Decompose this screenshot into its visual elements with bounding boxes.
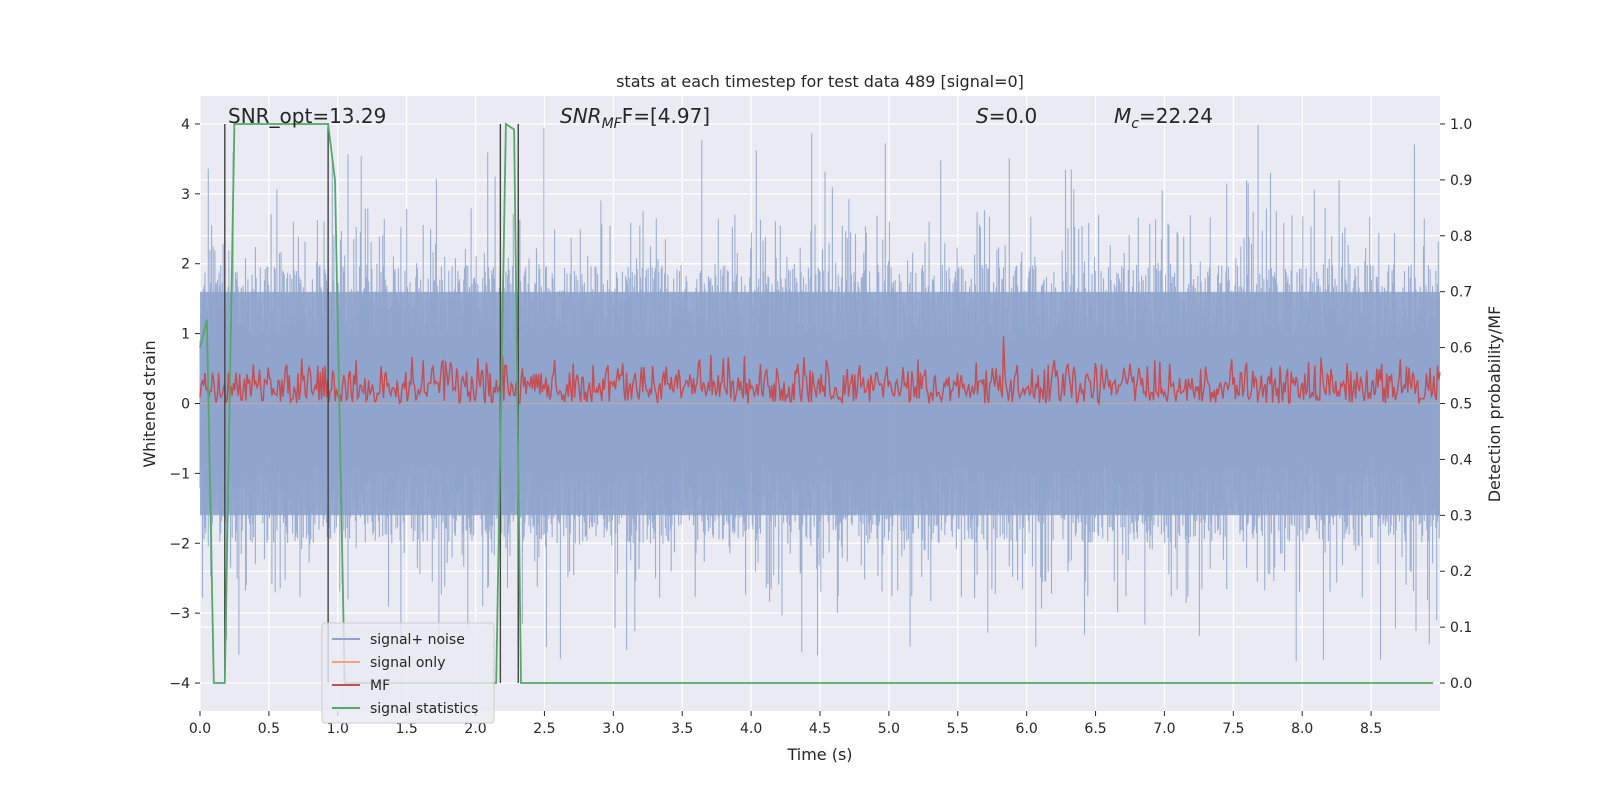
x-tick-label: 7.5 <box>1222 721 1244 737</box>
annotation-s: S=0.0 <box>976 104 1037 128</box>
y-axis-right-label: Detection probability/MF <box>1485 306 1504 503</box>
x-tick-label: 5.5 <box>947 721 969 737</box>
x-axis-label: Time (s) <box>786 745 852 764</box>
x-tick-label: 0.5 <box>258 721 280 737</box>
series-signal-statistics <box>199 122 1434 684</box>
y-right-tick-label: 0.2 <box>1450 564 1472 580</box>
x-tick-label: 0.0 <box>189 721 211 737</box>
x-tick-label: 6.5 <box>1084 721 1106 737</box>
chart-title: stats at each timestep for test data 489… <box>616 72 1024 91</box>
x-tick-label: 3.5 <box>671 721 693 737</box>
annotation-snr-mf-sub: MF <box>602 116 623 132</box>
y-right-tick-label: 0.1 <box>1450 620 1472 636</box>
mf-line <box>199 336 1441 406</box>
x-tick-label: 5.0 <box>878 721 900 737</box>
legend-box <box>321 622 495 724</box>
y-right-tick-label: 0.9 <box>1450 173 1472 189</box>
y-axis-left-label: Whitened strain <box>140 340 159 467</box>
legend-label-signal-statistics: signal statistics <box>370 701 478 717</box>
legend: signal+ noise signal only MF signal stat… <box>321 622 495 724</box>
y-left-tick-label: −4 <box>169 676 190 692</box>
series-mf <box>199 336 1441 406</box>
x-tick-label: 7.0 <box>1153 721 1175 737</box>
y-left-tick-label: 4 <box>181 117 190 133</box>
y-right-tick-label: 0.5 <box>1450 397 1472 413</box>
annotation-mc: Mc=22.24 <box>1114 104 1213 132</box>
annotation-snr-mf: SNRMFF=[4.97] <box>560 104 710 132</box>
signal-statistics-line <box>199 122 1434 684</box>
y-right-tick-label: 0.7 <box>1450 285 1472 301</box>
annotation-snr-mf-main: SNR <box>560 104 602 128</box>
annotation-mc-main: M <box>1114 104 1131 128</box>
y-right-tick-label: 0.6 <box>1450 341 1472 357</box>
y-left-tick-label: −3 <box>169 606 190 622</box>
x-tick-label: 1.0 <box>327 721 349 737</box>
x-tick-label: 8.5 <box>1360 721 1382 737</box>
y-left-tick-label: 0 <box>181 397 190 413</box>
y-axis-right-ticks: 0.0 0.1 0.2 0.3 0.4 0.5 0.6 0.7 0.8 0.9 1.0 <box>1440 117 1472 692</box>
y-left-tick-label: 1 <box>181 327 190 343</box>
legend-label-mf: MF <box>370 678 390 694</box>
annotation-mc-sub: c <box>1131 116 1139 132</box>
x-tick-label: 6.0 <box>1016 721 1038 737</box>
y-left-tick-label: −2 <box>169 536 190 552</box>
y-right-tick-label: 0.8 <box>1450 229 1472 245</box>
x-tick-label: 1.5 <box>396 721 418 737</box>
annotation-s-rest: =0.0 <box>989 104 1038 128</box>
annotation-snr-mf-rest: F=[4.97] <box>622 104 710 128</box>
y-right-tick-label: 0.0 <box>1450 676 1472 692</box>
y-left-tick-label: 3 <box>181 187 190 203</box>
legend-label-signal-noise: signal+ noise <box>370 632 465 648</box>
x-tick-label: 2.5 <box>533 721 555 737</box>
series-signal-noise <box>199 124 1440 662</box>
legend-label-signal-only: signal only <box>370 655 445 671</box>
y-right-tick-label: 1.0 <box>1450 117 1472 133</box>
y-left-tick-label: 2 <box>181 257 190 273</box>
y-left-tick-label: −1 <box>169 466 190 482</box>
y-right-tick-label: 0.3 <box>1450 508 1472 524</box>
x-tick-label: 8.0 <box>1291 721 1313 737</box>
x-axis-ticks: 0.0 0.5 1.0 1.5 2.0 2.5 3.0 3.5 4.0 4.5 5.0 5.5 6.0 6… <box>189 711 1382 737</box>
x-tick-label: 3.0 <box>602 721 624 737</box>
annotation-s-main: S <box>976 104 989 128</box>
x-tick-label: 4.0 <box>740 721 762 737</box>
x-tick-label: 2.0 <box>464 721 486 737</box>
y-right-tick-label: 0.4 <box>1450 452 1472 468</box>
y-axis-left-ticks: −4 −3 −2 −1 0 1 2 3 4 <box>169 117 200 692</box>
annotation-mc-rest: =22.24 <box>1139 104 1213 128</box>
x-tick-label: 4.5 <box>809 721 831 737</box>
annotation-snr-opt: SNR_opt=13.29 <box>228 104 386 128</box>
